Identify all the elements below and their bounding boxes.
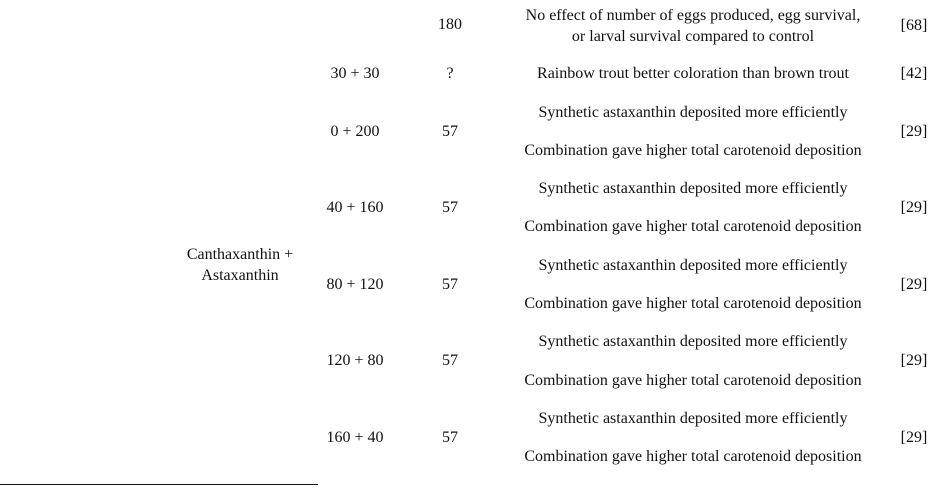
table-cell-days-top: 180 <box>438 16 462 33</box>
table-cell-effect-b: Combination gave higher total carotenoid… <box>524 372 862 389</box>
table-cell-days: 57 <box>442 276 458 293</box>
table-cell-days: 57 <box>442 429 458 446</box>
table-cell-effect-row2: Rainbow trout better coloration than bro… <box>537 65 849 82</box>
table-cell-ref: [29] <box>900 352 928 369</box>
table-cell-days: 57 <box>442 199 458 216</box>
table-cell-days-row2: ? <box>446 65 454 82</box>
table-cell-dose: 80 + 120 <box>326 276 384 293</box>
group-label-line2: Astaxanthin <box>201 267 279 284</box>
table-cell-effect-a: Synthetic astaxanthin deposited more eff… <box>538 410 848 427</box>
table-cell-effect-b: Combination gave higher total carotenoid… <box>524 295 862 312</box>
table-cell-effect-b: Combination gave higher total carotenoid… <box>524 448 862 465</box>
table-cell-effect-a: Synthetic astaxanthin deposited more eff… <box>538 180 848 197</box>
table-cell-ref-top: [68] <box>900 17 928 34</box>
table-cell-effect-b: Combination gave higher total carotenoid… <box>524 142 862 159</box>
group-label-line1: Canthaxanthin + <box>186 246 294 263</box>
table-cell-ref: [29] <box>900 199 928 216</box>
table-cell-effect-top-line2: or larval survival compared to control <box>571 28 815 45</box>
table-cell-dose-row2: 30 + 30 <box>330 65 380 82</box>
table-cell-dose: 40 + 160 <box>326 199 384 216</box>
table-cell-ref: [29] <box>900 429 928 446</box>
table-cell-ref: [29] <box>900 123 928 140</box>
table-cell-ref: [29] <box>900 276 928 293</box>
table-cell-dose: 120 + 80 <box>326 352 384 369</box>
table-cell-effect-a: Synthetic astaxanthin deposited more eff… <box>538 333 848 350</box>
table-cell-effect-top-line1: No effect of number of eggs produced, eg… <box>525 7 861 24</box>
table-cell-ref-row2: [42] <box>900 65 928 82</box>
table-cell-days: 57 <box>442 123 458 140</box>
table-cell-effect-b: Combination gave higher total carotenoid… <box>524 218 862 235</box>
table-cell-dose: 160 + 40 <box>326 429 384 446</box>
table-cell-dose: 0 + 200 <box>330 123 380 140</box>
table-cell-effect-a: Synthetic astaxanthin deposited more eff… <box>538 257 848 274</box>
table-cell-effect-a: Synthetic astaxanthin deposited more eff… <box>538 104 848 121</box>
table-bottom-rule <box>0 484 318 485</box>
table-cell-days: 57 <box>442 352 458 369</box>
